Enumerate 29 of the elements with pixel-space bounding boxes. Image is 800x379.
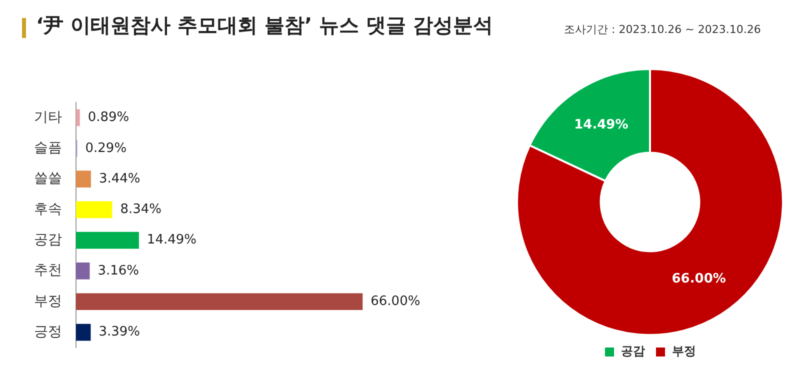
y-tick-label: 후속 — [34, 201, 62, 218]
bar — [76, 109, 80, 126]
bar — [76, 170, 91, 188]
bar — [76, 262, 90, 280]
y-tick-label: 쓸쓸 — [34, 170, 62, 187]
text: 조사기간 : 2023.10.26 ~ 2023.10.26 — [564, 23, 761, 36]
bar — [76, 201, 112, 218]
legend-label: 공감 — [621, 344, 645, 358]
y-tick-label: 슬픔 — [34, 140, 62, 156]
y-tick-label: 추천 — [34, 262, 62, 279]
bar — [76, 324, 91, 341]
data-label: 14.49% — [574, 117, 628, 132]
chart-title: ‘尹 이태원참사 추모대회 불참’ 뉴스 댓글 감성분석 — [36, 12, 493, 39]
y-tick-label: 공감 — [34, 232, 62, 248]
y-tick-label: 긍정 — [34, 324, 62, 340]
y-tick-label: 기타 — [34, 109, 62, 126]
data-label: 66.00% — [672, 271, 726, 286]
data-label: 3.39% — [98, 324, 140, 340]
data-label: 3.44% — [98, 171, 140, 186]
bar — [76, 293, 363, 310]
data-label: 0.29% — [85, 140, 127, 156]
y-tick-label: 부정 — [34, 293, 62, 310]
data-label: 3.16% — [98, 263, 140, 278]
bar — [76, 232, 139, 249]
legend-label: 부정 — [672, 344, 696, 358]
data-label: 8.34% — [120, 202, 162, 218]
data-label: 0.89% — [88, 110, 130, 126]
data-label: 66.00% — [370, 294, 420, 309]
data-label: 14.49% — [146, 232, 197, 248]
